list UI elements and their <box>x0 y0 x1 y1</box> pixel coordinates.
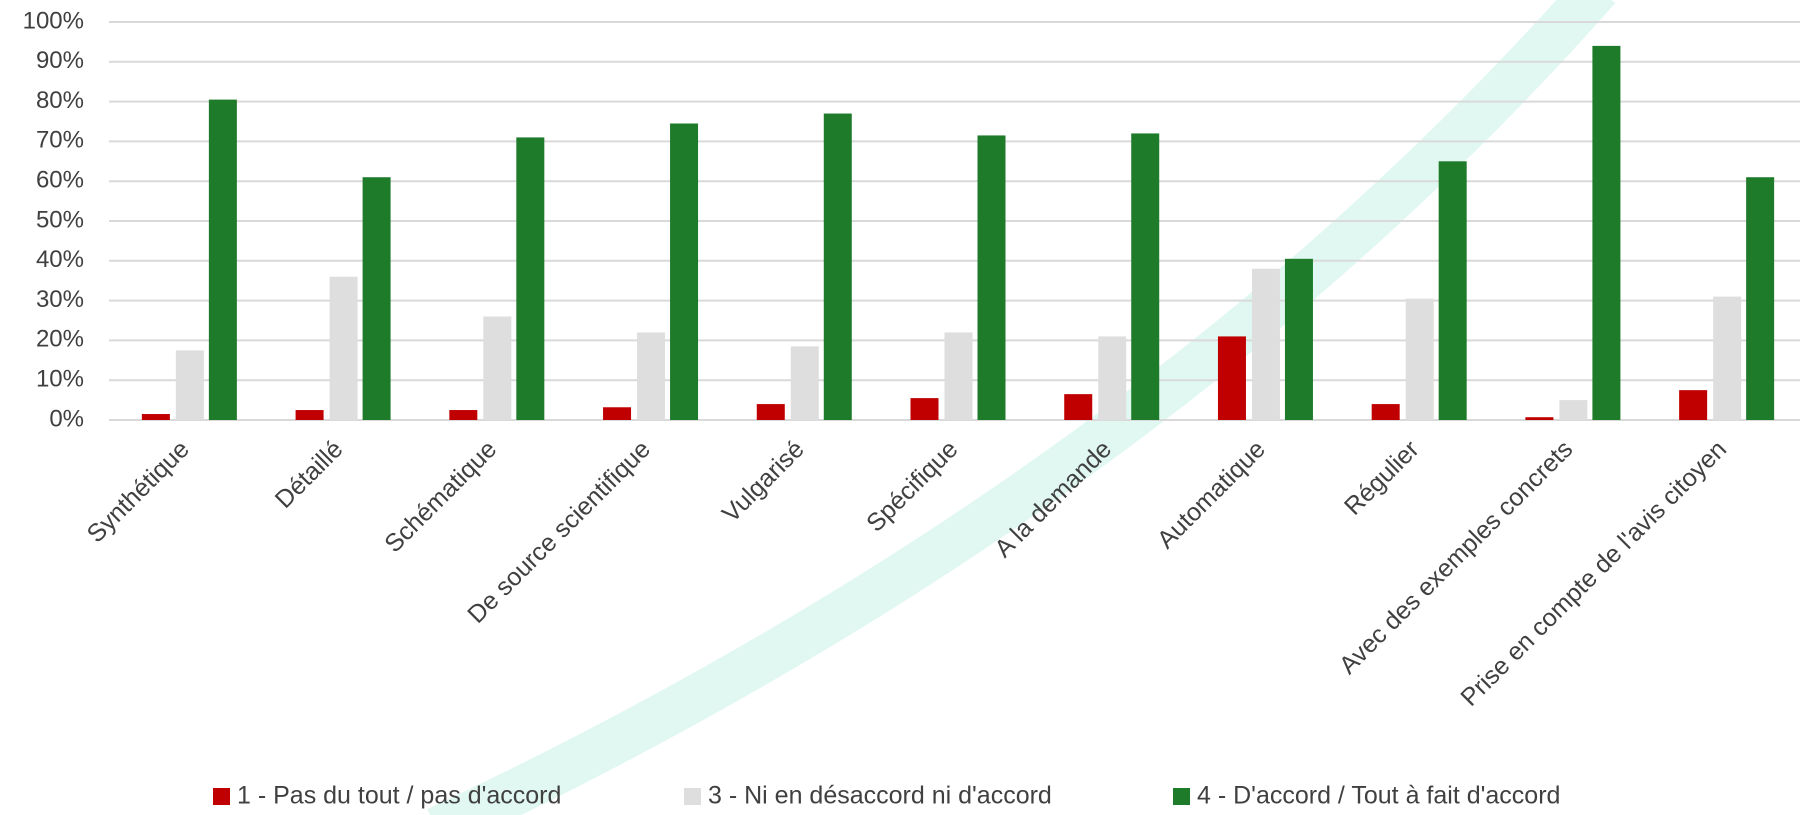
bar <box>823 113 852 420</box>
legend-swatch <box>1173 788 1190 805</box>
bar <box>670 123 699 421</box>
legend-swatch <box>684 788 701 805</box>
x-tick-label: Détaillé <box>270 435 349 514</box>
decorative-arc <box>427 0 1616 815</box>
bar <box>208 99 237 421</box>
bar <box>141 414 170 420</box>
bar <box>1679 390 1708 420</box>
y-tick-label: 30% <box>36 286 84 313</box>
y-tick-label: 70% <box>36 127 84 154</box>
legend-label: 1 - Pas du tout / pas d'accord <box>237 782 561 810</box>
bar <box>756 404 785 420</box>
bar <box>1131 133 1160 420</box>
y-tick-label: 100% <box>23 7 84 34</box>
x-tick-label: Vulgarisé <box>717 435 810 528</box>
y-tick-label: 90% <box>36 47 84 74</box>
bar <box>1713 296 1742 420</box>
bar <box>1251 268 1280 420</box>
y-tick-label: 80% <box>36 87 84 114</box>
bar <box>1098 336 1127 420</box>
bar <box>1525 417 1554 420</box>
bar <box>329 276 358 420</box>
bar <box>295 410 324 420</box>
x-tick-label: Automatique <box>1152 435 1271 554</box>
bar <box>483 316 512 420</box>
bar <box>977 135 1006 420</box>
y-tick-label: 40% <box>36 246 84 273</box>
bar <box>1064 394 1093 420</box>
bar <box>1217 336 1246 420</box>
x-tick-label: Schématique <box>379 435 502 558</box>
bar <box>175 350 204 420</box>
bar <box>1284 258 1313 420</box>
y-tick-label: 10% <box>36 366 84 393</box>
bar <box>790 346 819 420</box>
legend-label: 3 - Ni en désaccord ni d'accord <box>708 782 1052 810</box>
legend-label: 4 - D'accord / Tout à fait d'accord <box>1197 782 1560 810</box>
y-tick-label: 20% <box>36 326 84 353</box>
y-tick-label: 0% <box>49 405 84 432</box>
y-tick-label: 50% <box>36 206 84 233</box>
x-tick-label: Prise en compte de l'avis citoyen <box>1455 435 1732 712</box>
y-tick-label: 60% <box>36 167 84 194</box>
bar <box>1405 298 1434 420</box>
bar <box>944 332 973 420</box>
bar <box>1438 161 1467 421</box>
bar <box>603 407 632 420</box>
bar <box>1559 400 1588 420</box>
x-tick-label: Régulier <box>1339 435 1425 521</box>
bar <box>637 332 666 420</box>
bar <box>910 398 939 420</box>
bar <box>362 177 391 420</box>
bar <box>449 410 478 420</box>
legend-swatch <box>213 788 230 805</box>
bar <box>1746 177 1775 420</box>
x-tick-label: Synthétique <box>82 435 195 548</box>
bar <box>516 137 545 421</box>
bar <box>1371 404 1400 420</box>
bar <box>1592 45 1621 420</box>
